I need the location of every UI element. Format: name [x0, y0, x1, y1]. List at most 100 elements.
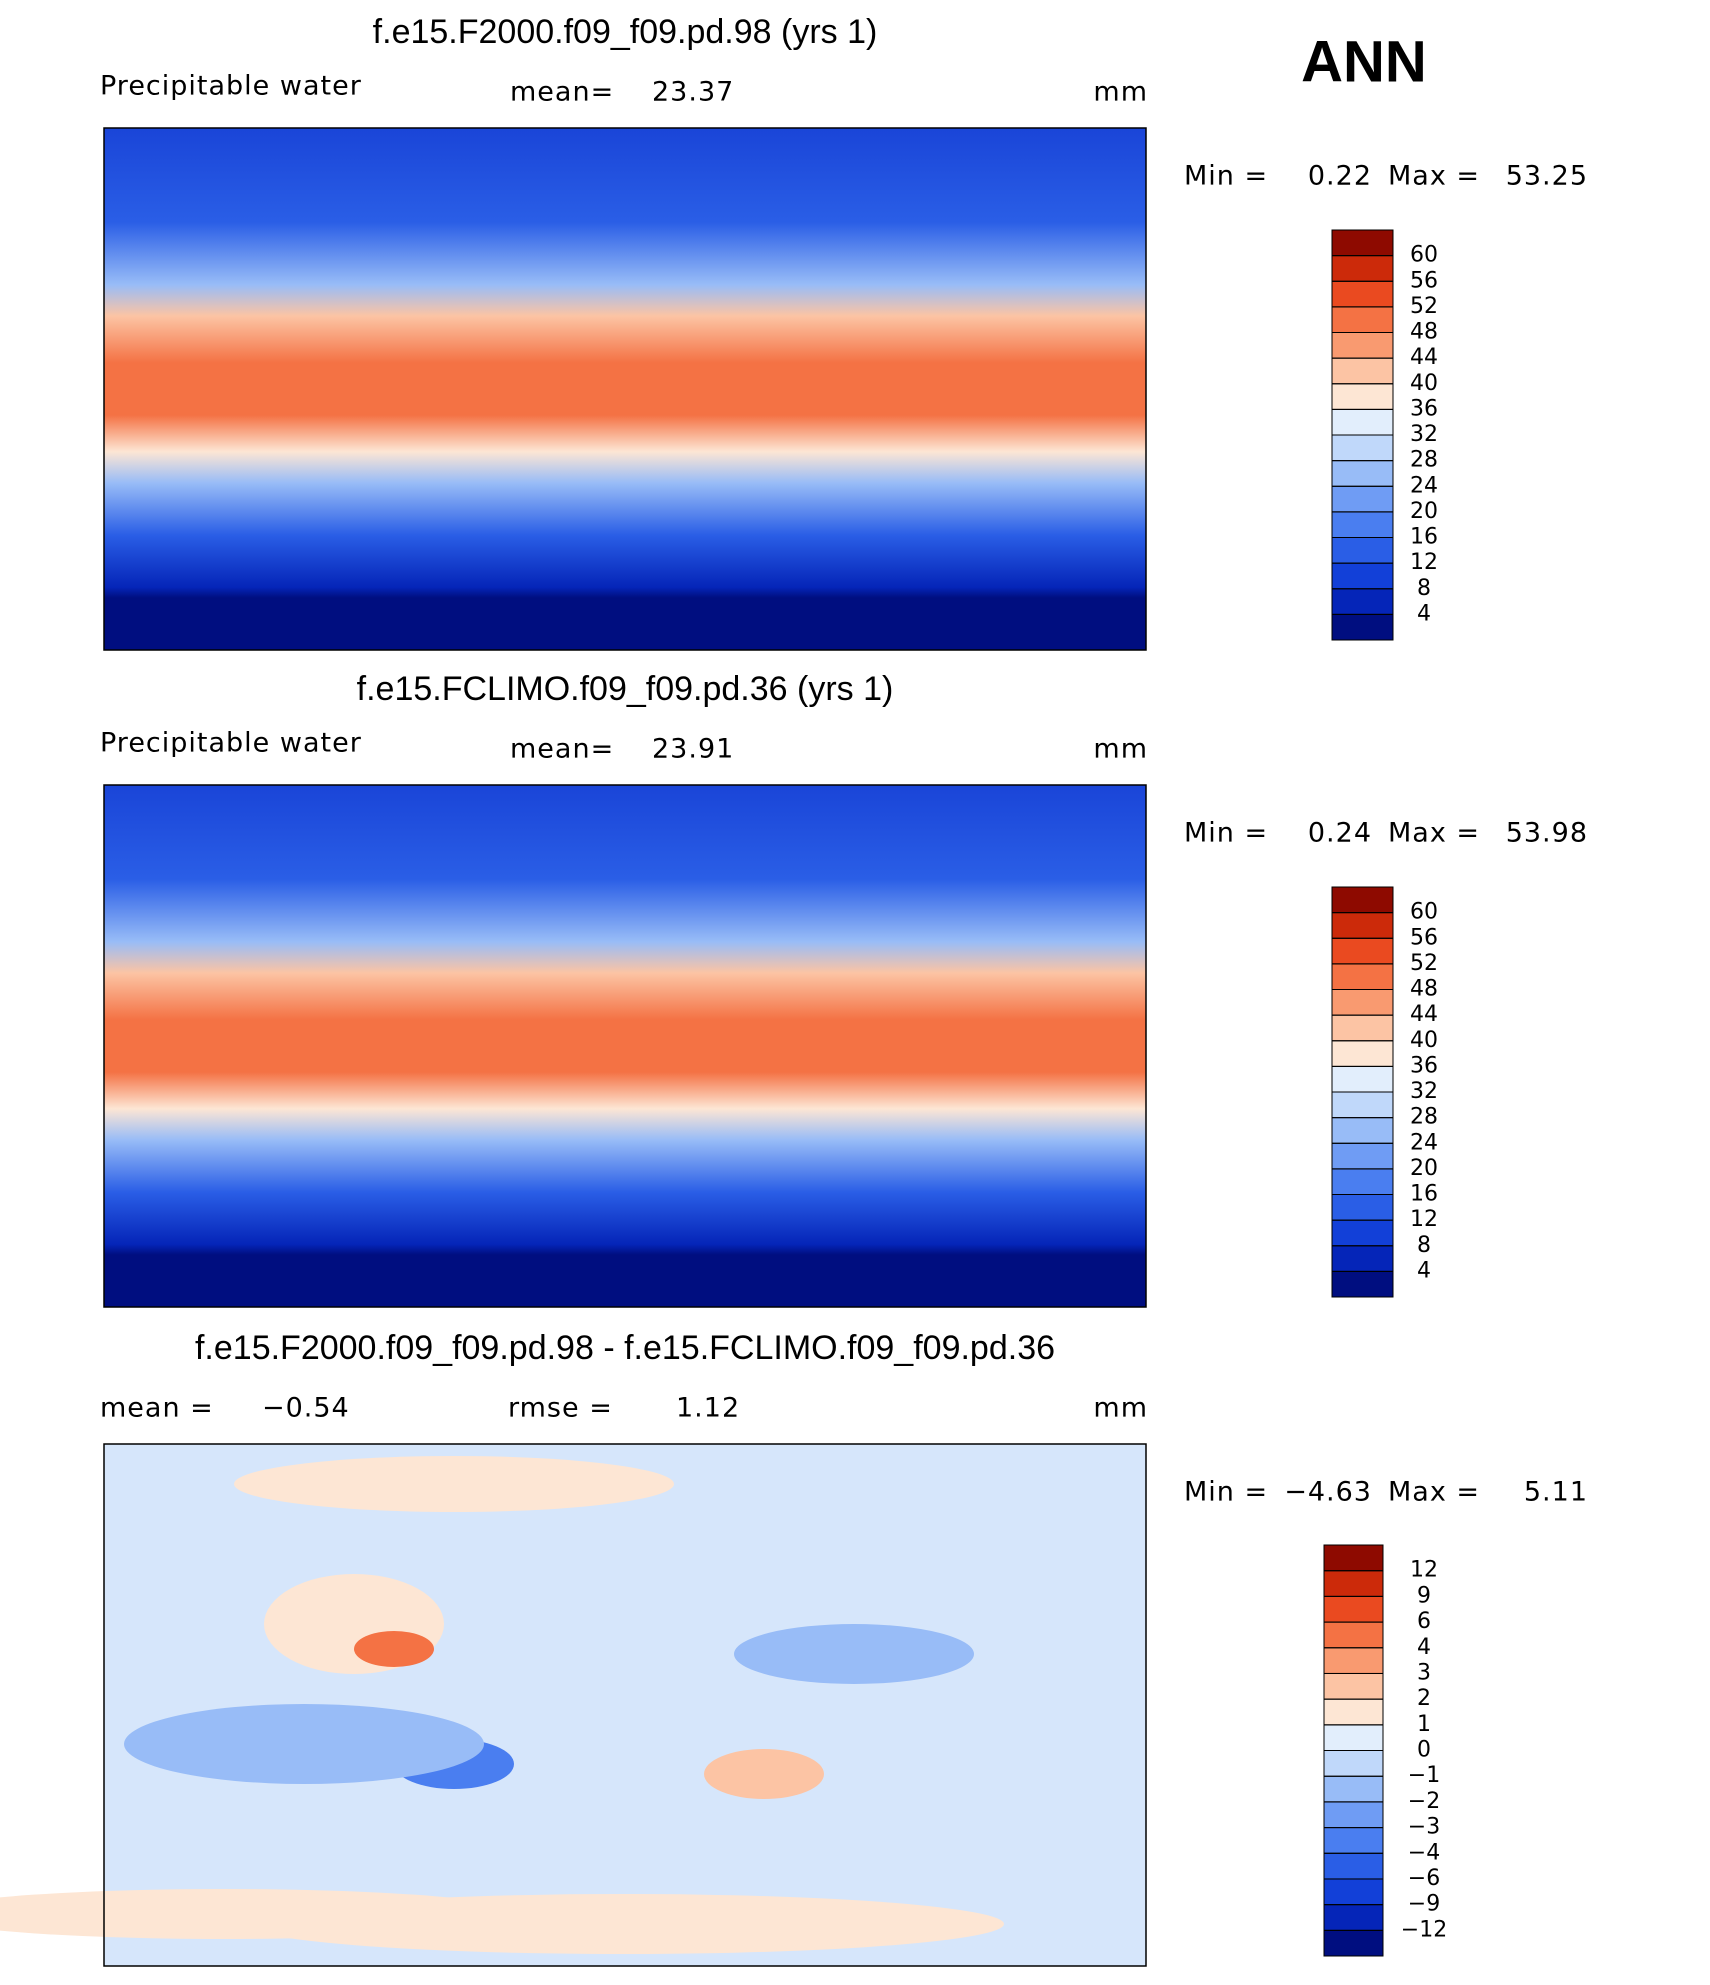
map-field	[103, 127, 1147, 651]
map-anomaly	[234, 1456, 674, 1512]
colorbar-label: 4	[1417, 1635, 1431, 1660]
map-anomaly	[734, 1624, 974, 1684]
min-label: Min =	[1184, 161, 1268, 192]
panel-title: f.e15.FCLIMO.f09_f09.pd.36 (yrs 1)	[357, 670, 894, 708]
colorbar-box	[1331, 989, 1394, 1016]
colorbar-label: 20	[1410, 1156, 1438, 1181]
colorbar-box	[1331, 383, 1394, 410]
colorbar-label: 16	[1410, 1182, 1438, 1207]
colorbar-box	[1323, 1647, 1384, 1674]
colorbar-label: 56	[1410, 268, 1438, 293]
colorbar-label: 32	[1410, 1079, 1438, 1104]
colorbar-box	[1331, 280, 1394, 308]
colorbar-box	[1331, 332, 1394, 359]
variable-label: Precipitable water	[100, 728, 362, 759]
units-label: mm	[1093, 77, 1148, 108]
colorbar-box	[1331, 1142, 1394, 1170]
colorbar-label: 12	[1410, 1558, 1438, 1583]
colorbar-label: 36	[1410, 1053, 1438, 1078]
max-value: 53.98	[1506, 818, 1588, 849]
colorbar-box	[1323, 1801, 1384, 1829]
units-label: mm	[1093, 1393, 1148, 1424]
units-label: mm	[1093, 734, 1148, 765]
stat-value: −0.54	[262, 1393, 350, 1424]
colorbar-label: 24	[1410, 473, 1438, 498]
colorbar-label: 8	[1417, 1233, 1431, 1258]
colorbar-box	[1331, 588, 1394, 615]
colorbar-label: −9	[1408, 1892, 1440, 1917]
colorbar-box	[1331, 485, 1394, 513]
colorbar-label: 44	[1410, 1002, 1438, 1027]
colorbar-box	[1323, 1544, 1384, 1572]
colorbar-label: 4	[1417, 1258, 1431, 1283]
colorbar-box	[1331, 511, 1394, 538]
min-value: 0.24	[1308, 818, 1372, 849]
colorbar-box	[1331, 1245, 1394, 1272]
colorbar-box	[1323, 1698, 1384, 1726]
colorbar-label: 2	[1417, 1686, 1431, 1711]
colorbar-box	[1323, 1621, 1384, 1649]
colorbar-box	[1331, 1194, 1394, 1221]
colorbar-label: 60	[1410, 243, 1438, 268]
colorbar-label: 16	[1410, 525, 1438, 550]
variable-label: Precipitable water	[100, 71, 362, 102]
colorbar-box	[1323, 1929, 1384, 1957]
colorbar-label: 8	[1417, 576, 1431, 601]
colorbar-label: 9	[1417, 1583, 1431, 1608]
colorbar-box	[1331, 1168, 1394, 1195]
stat-value: 23.91	[652, 734, 734, 765]
map-field	[103, 784, 1147, 1308]
colorbar-box	[1331, 255, 1394, 282]
min-label: Min =	[1184, 1477, 1268, 1508]
colorbar-box	[1323, 1570, 1384, 1597]
max-value: 5.11	[1524, 1477, 1588, 1508]
stat-label: mean=	[510, 77, 614, 108]
colorbar-label: 48	[1410, 977, 1438, 1002]
colorbar-box	[1331, 1270, 1394, 1298]
max-label: Max =	[1388, 161, 1480, 192]
colorbar-label: 56	[1410, 925, 1438, 950]
colorbar-label: 1	[1417, 1712, 1431, 1737]
colorbar-box	[1331, 963, 1394, 990]
colorbar-box	[1323, 1672, 1384, 1700]
colorbar-box	[1331, 229, 1394, 257]
colorbar-label: 12	[1410, 550, 1438, 575]
colorbar-box	[1331, 408, 1394, 436]
colorbar-box	[1331, 357, 1394, 385]
colorbar-label: 0	[1417, 1738, 1431, 1763]
min-label: Min =	[1184, 818, 1268, 849]
colorbar-box	[1331, 460, 1394, 487]
colorbar-label: 3	[1417, 1660, 1431, 1685]
colorbar-box	[1331, 886, 1394, 914]
panel-title: f.e15.F2000.f09_f09.pd.98 - f.e15.FCLIMO…	[195, 1329, 1055, 1367]
colorbar-box	[1331, 1117, 1394, 1144]
colorbar-box	[1331, 537, 1394, 564]
min-value: 0.22	[1308, 161, 1372, 192]
season-label: ANN	[1301, 29, 1427, 94]
colorbar-box	[1323, 1852, 1384, 1880]
panel-title: f.e15.F2000.f09_f09.pd.98 (yrs 1)	[373, 13, 878, 51]
colorbar-box	[1323, 1595, 1384, 1623]
min-value: −4.63	[1284, 1477, 1372, 1508]
stat-value: 23.37	[652, 77, 734, 108]
colorbar-box	[1323, 1904, 1384, 1931]
colorbar-label: 6	[1417, 1609, 1431, 1634]
colorbar-label: 28	[1410, 1105, 1438, 1130]
colorbar-box	[1331, 1091, 1394, 1119]
colorbar-label: 20	[1410, 499, 1438, 524]
colorbar-label: 52	[1410, 294, 1438, 319]
map-field	[104, 1444, 1146, 1966]
colorbar-label: 44	[1410, 345, 1438, 370]
stat-label: mean =	[100, 1393, 214, 1424]
colorbar-box	[1331, 937, 1394, 965]
colorbar-box	[1331, 562, 1394, 590]
colorbar-label: 28	[1410, 448, 1438, 473]
colorbar-label: −12	[1401, 1917, 1447, 1942]
colorbar-box	[1331, 1040, 1394, 1067]
max-value: 53.25	[1506, 161, 1588, 192]
colorbar-label: 52	[1410, 951, 1438, 976]
max-label: Max =	[1388, 818, 1480, 849]
colorbar-label: −1	[1408, 1763, 1440, 1788]
